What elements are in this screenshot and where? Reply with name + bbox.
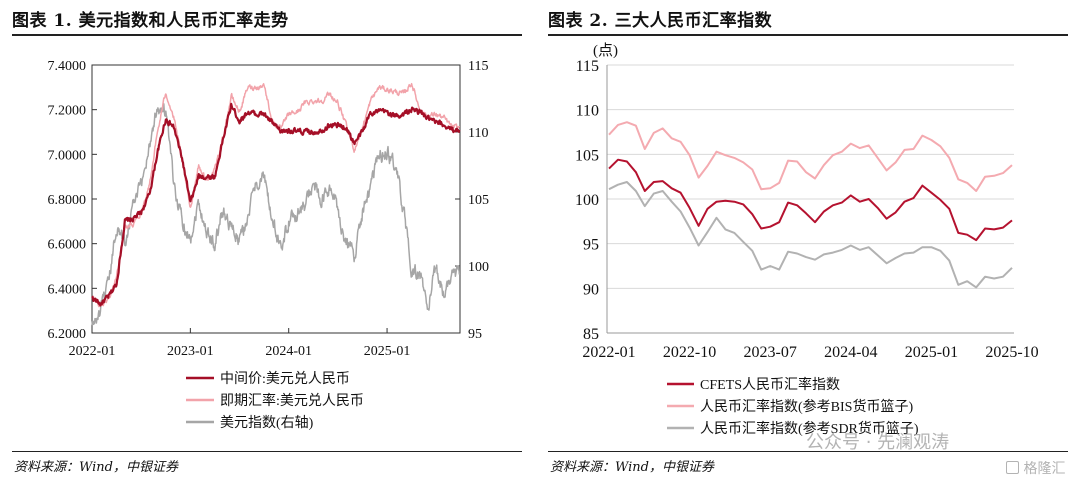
chart1-left-tick-label: 6.8000 <box>48 193 87 208</box>
watermark-brand: 格隆汇 <box>1006 458 1065 478</box>
chart2-series-line-1 <box>608 121 1013 192</box>
chart1-series-line-1 <box>91 82 461 308</box>
watermark-text: 公众号 · 先澜观涛 <box>806 428 949 454</box>
chart1-title: 图表 1. 美元指数和人民币汇率走势 <box>12 11 289 31</box>
chart2-x-tick-label: 2023-07 <box>744 344 797 361</box>
brand-logo-icon <box>1006 461 1019 474</box>
right-panel: 图表 2. 三大人民币汇率指数 85 90 95 100 105 110 115 (点) 202… <box>540 0 1080 485</box>
chart2-legend-label: 人民币汇率指数(参考BIS货币篮子) <box>700 398 913 415</box>
chart2-x-tick-label: 2025-01 <box>905 344 958 361</box>
chart2-y-tick-label: 85 <box>583 326 599 343</box>
chart2-y-tick-label: 95 <box>583 237 599 254</box>
chart1-series-line-2 <box>91 103 461 326</box>
chart2-title-rule <box>548 34 1068 36</box>
chart2-unit-label: (点) <box>593 42 618 59</box>
chart2-y-tick-label: 110 <box>576 103 599 120</box>
chart1-left-tick-label: 6.2000 <box>48 327 87 342</box>
chart2-y-tick-label: 90 <box>583 281 599 298</box>
chart2-source: 资料来源：Wind，中银证券 <box>550 460 714 475</box>
chart1-x-tick-label: 2022-01 <box>69 344 116 359</box>
chart1-right-tick-label: 100 <box>468 260 489 275</box>
chart1-legend-label: 即期汇率:美元兑人民币 <box>220 392 364 409</box>
chart1-left-tick-label: 7.4000 <box>48 59 87 74</box>
chart1-x-tick-label: 2024-01 <box>265 344 312 359</box>
chart1-right-tick-label: 105 <box>468 193 489 208</box>
chart2-y-tick-label: 105 <box>575 147 599 164</box>
chart2-series-line-2 <box>608 181 1013 289</box>
chart1-footer-rule <box>12 451 522 452</box>
chart2-series-line-0 <box>608 158 1013 242</box>
chart1-left-tick-label: 7.0000 <box>48 148 87 163</box>
chart2-legend-label: CFETS人民币汇率指数 <box>700 376 840 393</box>
chart1-x-tick-label: 2025-01 <box>364 344 411 359</box>
chart2-legend-label: 人民币汇率指数(参考SDR货币篮子) <box>700 420 919 437</box>
chart2-x-tick-label: 2024-04 <box>824 344 877 361</box>
chart1-series-line-0 <box>91 102 461 307</box>
watermark-brand-label: 格隆汇 <box>1023 461 1066 477</box>
chart1-legend-label: 美元指数(右轴) <box>220 415 314 431</box>
chart1-x-tick-label: 2023-01 <box>167 344 214 359</box>
chart2-x-tick-label: 2022-01 <box>582 344 635 361</box>
left-panel: 图表 1. 美元指数和人民币汇率走势 6.2000 6.4000 6.6000 6.8… <box>12 11 522 475</box>
chart1-right-tick-label: 95 <box>468 327 482 342</box>
chart1-left-tick-label: 6.6000 <box>48 238 87 253</box>
watermark-label: 公众号 · 先澜观涛 <box>806 432 950 453</box>
chart2-y-tick-label: 115 <box>576 58 599 75</box>
chart1-svg: 6.2000 6.4000 6.6000 6.8000 7.0000 7.2000 7.40… <box>48 59 490 431</box>
chart1-right-tick-label: 115 <box>468 59 488 74</box>
chart2-title: 图表 2. 三大人民币汇率指数 <box>548 11 773 31</box>
chart2-x-tick-label: 2022-10 <box>663 344 716 361</box>
chart2-x-tick-label: 2025-10 <box>985 344 1038 361</box>
chart1-legend-label: 中间价:美元兑人民币 <box>220 371 350 387</box>
chart2-y-tick-label: 100 <box>575 192 599 209</box>
chart1-source: 资料来源：Wind，中银证券 <box>14 460 178 475</box>
chart1-left-tick-label: 6.4000 <box>48 282 87 297</box>
chart1-left-tick-label: 7.2000 <box>48 104 87 119</box>
chart2-svg: 85 90 95 100 105 110 115(点) 2022-01 2022-10 2023-… <box>575 42 1039 437</box>
chart1-right-tick-label: 110 <box>468 126 488 141</box>
chart1-title-rule <box>12 34 522 36</box>
chart2-footer-rule <box>548 451 1068 452</box>
